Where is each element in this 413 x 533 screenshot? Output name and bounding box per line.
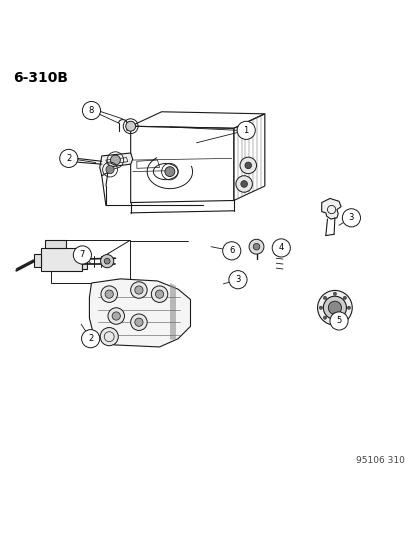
Circle shape	[100, 328, 118, 346]
Circle shape	[253, 244, 259, 250]
Polygon shape	[45, 240, 66, 248]
Circle shape	[131, 282, 147, 298]
Circle shape	[73, 246, 91, 264]
Polygon shape	[82, 260, 87, 269]
Circle shape	[100, 255, 114, 268]
Circle shape	[276, 247, 281, 253]
Text: 4: 4	[278, 244, 283, 253]
Circle shape	[106, 165, 114, 174]
Text: 3: 3	[235, 275, 240, 284]
Circle shape	[228, 271, 247, 289]
Circle shape	[135, 286, 143, 294]
Circle shape	[328, 301, 341, 314]
Circle shape	[342, 296, 346, 300]
Text: 5: 5	[336, 317, 341, 326]
Circle shape	[318, 306, 322, 310]
Text: 1: 1	[243, 126, 248, 135]
Circle shape	[329, 312, 347, 330]
Text: 7: 7	[80, 251, 85, 260]
Circle shape	[237, 122, 255, 140]
Circle shape	[81, 329, 100, 348]
Circle shape	[82, 101, 100, 119]
Circle shape	[131, 314, 147, 330]
Circle shape	[271, 239, 290, 257]
Circle shape	[342, 209, 360, 227]
Circle shape	[108, 308, 124, 324]
Circle shape	[323, 316, 326, 319]
Circle shape	[323, 296, 346, 319]
Circle shape	[240, 157, 256, 174]
Circle shape	[151, 286, 167, 302]
Polygon shape	[89, 279, 190, 347]
Circle shape	[59, 149, 78, 167]
Polygon shape	[321, 198, 340, 219]
Circle shape	[244, 162, 251, 169]
Circle shape	[135, 318, 143, 326]
Circle shape	[235, 176, 252, 192]
Circle shape	[112, 312, 120, 320]
Circle shape	[317, 290, 351, 325]
Circle shape	[105, 290, 113, 298]
Circle shape	[347, 306, 350, 310]
Circle shape	[249, 239, 263, 254]
Circle shape	[332, 320, 336, 324]
Circle shape	[101, 286, 117, 302]
Polygon shape	[33, 254, 41, 266]
Text: 6-310B: 6-310B	[13, 70, 68, 85]
Text: 6: 6	[228, 246, 234, 255]
Polygon shape	[100, 153, 133, 176]
Text: 2: 2	[88, 334, 93, 343]
Circle shape	[126, 122, 135, 131]
Circle shape	[104, 259, 110, 264]
Circle shape	[240, 181, 247, 187]
Circle shape	[222, 242, 240, 260]
Circle shape	[323, 296, 326, 300]
Circle shape	[155, 290, 163, 298]
Polygon shape	[41, 248, 82, 271]
Circle shape	[110, 155, 120, 165]
Circle shape	[332, 292, 336, 295]
Circle shape	[164, 167, 174, 176]
Text: 2: 2	[66, 154, 71, 163]
Text: 3: 3	[348, 213, 353, 222]
Text: 95106 310: 95106 310	[355, 456, 404, 465]
Circle shape	[342, 316, 346, 319]
Text: 8: 8	[88, 106, 94, 115]
